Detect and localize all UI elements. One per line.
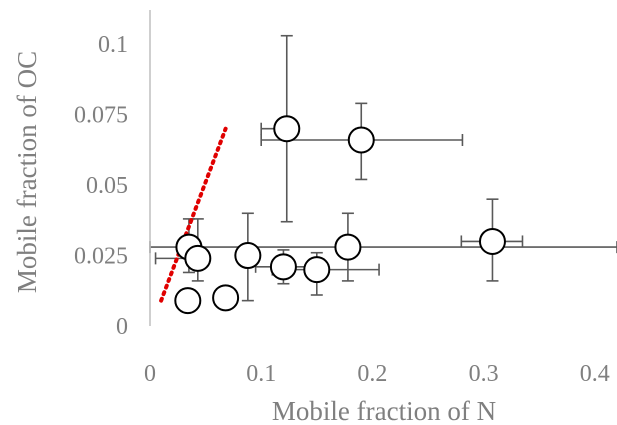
- data-point: [212, 284, 240, 312]
- data-point: [273, 115, 301, 143]
- x-tick-label: 0.3: [469, 361, 499, 387]
- trendline: [159, 126, 228, 303]
- data-points: [174, 115, 506, 315]
- data-point: [334, 233, 362, 261]
- y-tick-label: 0.075: [74, 103, 128, 129]
- y-tick-label: 0.05: [86, 173, 128, 199]
- error-bars: [149, 34, 617, 302]
- x-axis-label: Mobile fraction of N: [272, 396, 496, 425]
- data-point: [269, 253, 297, 281]
- data-point: [174, 287, 202, 315]
- x-tick-labels: 0 0.1 0.2 0.3 0.4: [144, 361, 610, 387]
- data-point: [478, 227, 506, 255]
- trendline-layer: [159, 126, 228, 303]
- x-tick-label: 0.1: [246, 361, 276, 387]
- x-tick-label: 0.4: [580, 361, 610, 387]
- data-point: [347, 126, 375, 154]
- x-tick-label: 0.2: [357, 361, 387, 387]
- y-tick-label: 0.025: [74, 244, 128, 270]
- data-point: [234, 242, 262, 270]
- y-tick-label: 0: [116, 314, 128, 340]
- y-axis-label: Mobile fraction of OC: [12, 51, 42, 293]
- y-tick-labels: 0 0.025 0.05 0.075 0.1: [74, 32, 128, 340]
- y-tick-label: 0.1: [98, 32, 128, 58]
- data-point: [303, 256, 331, 284]
- x-tick-label: 0: [144, 361, 156, 387]
- data-point: [184, 244, 212, 272]
